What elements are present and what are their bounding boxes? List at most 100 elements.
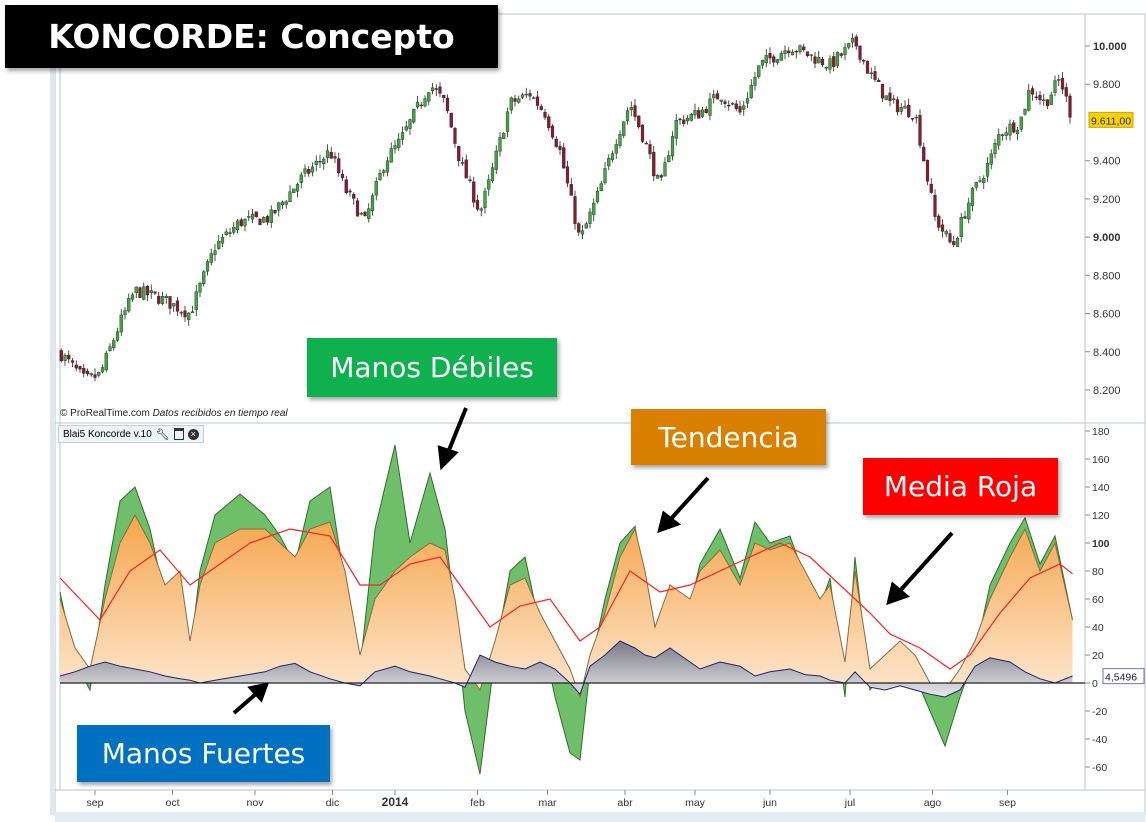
candle-up — [149, 290, 153, 293]
candle-down — [145, 285, 150, 296]
candle — [794, 49, 798, 59]
candle — [820, 56, 825, 68]
candle — [119, 309, 123, 337]
candle — [580, 225, 585, 239]
candle-up — [599, 183, 603, 191]
candle-up — [250, 213, 255, 220]
candle-up — [730, 103, 735, 105]
candle — [295, 182, 300, 198]
candle-up — [280, 201, 285, 206]
candle — [175, 296, 180, 316]
candles — [59, 33, 1072, 382]
candle-down — [865, 60, 870, 74]
candle — [940, 219, 945, 238]
candle-up — [753, 77, 757, 86]
candle-up — [749, 84, 753, 98]
candle — [258, 218, 262, 226]
candle-up — [97, 371, 101, 376]
candle — [933, 189, 937, 221]
candle — [385, 156, 390, 177]
candle-up — [322, 158, 326, 165]
candle — [220, 233, 225, 247]
candle — [603, 162, 607, 185]
candle-down — [1045, 99, 1050, 107]
candle — [719, 99, 723, 105]
candle-down — [952, 241, 956, 245]
candle-up — [367, 208, 371, 219]
candle — [760, 59, 765, 69]
arrow-manos-fuertes — [232, 691, 259, 715]
candle-up — [997, 134, 1001, 146]
candle-down — [445, 97, 450, 112]
candle-down — [419, 104, 423, 107]
x-tick-label: may — [685, 797, 706, 809]
candle — [955, 236, 960, 247]
candle-up — [757, 65, 761, 77]
candle-down — [1068, 95, 1072, 118]
candle-down — [265, 216, 270, 223]
candle-up — [277, 202, 281, 211]
candle-down — [550, 125, 555, 138]
candle-up — [693, 110, 697, 116]
candle — [644, 141, 648, 145]
candle-down — [738, 106, 742, 113]
candle-down — [648, 144, 652, 155]
candle — [539, 103, 543, 111]
candle — [1004, 126, 1008, 141]
candle-down — [183, 310, 187, 318]
close-icon[interactable]: × — [187, 428, 199, 440]
candle-up — [1057, 79, 1061, 81]
candle — [134, 286, 138, 299]
candle — [498, 132, 502, 157]
candle — [629, 101, 633, 117]
y-tick-label: 9.200 — [1093, 194, 1121, 206]
candle-up — [220, 237, 225, 244]
candle — [505, 107, 510, 138]
x-axis: sep oct nov dic 2014 feb mar abr may jun jul ago sep — [87, 790, 1016, 809]
candle-up — [408, 119, 412, 129]
candle-down — [539, 106, 543, 110]
candle — [475, 194, 480, 212]
candle-down — [794, 50, 798, 53]
candle-up — [179, 312, 183, 314]
candle — [749, 79, 753, 99]
window-icon[interactable] — [173, 428, 184, 440]
indicator-tab[interactable]: Blai5 Koncorde v.10 🔧︎ × — [58, 425, 204, 443]
candle — [93, 368, 97, 382]
candle — [224, 228, 228, 236]
candle-up — [505, 111, 510, 132]
candle-down — [910, 118, 915, 120]
candle-down — [813, 56, 817, 64]
candle-up — [1042, 99, 1046, 102]
candle — [472, 176, 476, 208]
candle — [655, 174, 660, 179]
candle-up — [783, 50, 787, 54]
y-tick-label: 0 — [1092, 678, 1098, 690]
candle-up — [213, 250, 217, 255]
candle — [142, 282, 146, 301]
candle — [104, 350, 108, 373]
candle-up — [89, 373, 93, 376]
candle — [614, 139, 618, 159]
candle — [145, 285, 150, 302]
candle-down — [543, 111, 547, 118]
candle-down — [472, 181, 476, 203]
candle-down — [453, 127, 457, 144]
candle — [89, 372, 93, 377]
arrow-tendencia — [666, 476, 710, 524]
watermark-note: Datos recibidos en tiempo real — [152, 408, 288, 419]
candle-up — [397, 138, 401, 148]
candle — [599, 180, 603, 191]
candle — [378, 169, 382, 181]
candle-up — [588, 211, 592, 224]
candle — [839, 52, 843, 59]
wrench-icon[interactable]: 🔧︎ — [155, 428, 170, 441]
candle — [213, 244, 217, 262]
candle — [382, 169, 386, 177]
candle — [633, 98, 637, 121]
candle — [562, 142, 566, 169]
candle — [727, 100, 731, 111]
candle-up — [914, 116, 918, 119]
candle — [329, 146, 333, 159]
candle — [74, 360, 78, 372]
